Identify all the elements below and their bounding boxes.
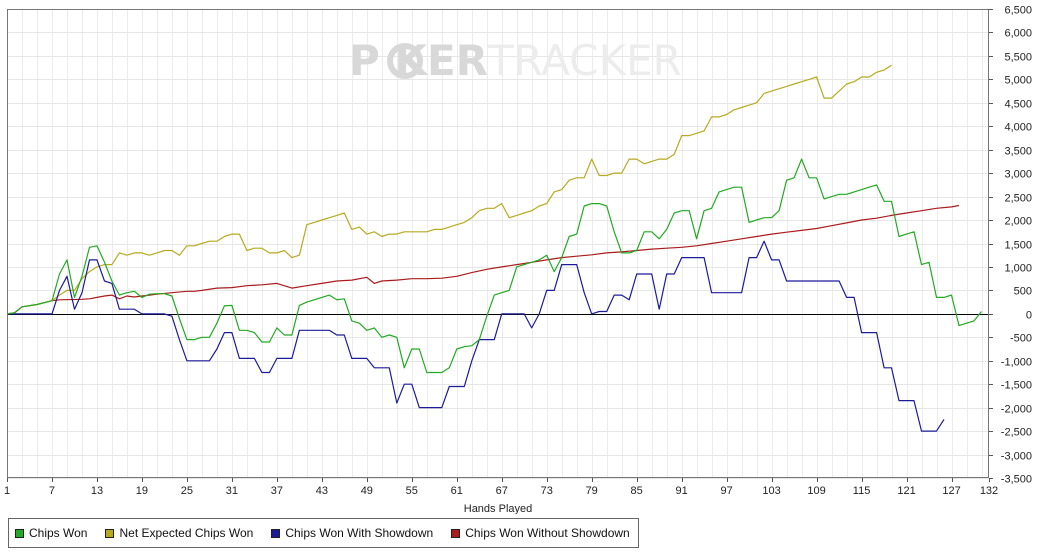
watermark-prefix: P <box>349 36 380 85</box>
legend-label: Chips Won Without Showdown <box>465 526 630 540</box>
legend-label: Net Expected Chips Won <box>119 526 254 540</box>
x-tick-label: 67 <box>496 485 508 497</box>
x-tick-label: 97 <box>721 485 733 497</box>
y-tick-label: 6,000 <box>1004 28 1032 40</box>
legend-swatch <box>15 528 24 538</box>
x-tick-label: 55 <box>406 485 418 497</box>
x-tick-label: 19 <box>136 485 148 497</box>
y-tick-label: 2,500 <box>1004 193 1032 205</box>
x-tick-label: 127 <box>942 485 960 497</box>
x-axis-ticks: 1 7 13 19 25 31 37 43 49 55 61 67 73 79 85 91 97 103 109 11… <box>4 478 998 497</box>
y-tick-label: -1,500 <box>1001 380 1032 392</box>
x-tick-label: 132 <box>980 485 998 497</box>
x-tick-label: 61 <box>451 485 463 497</box>
y-tick-label: 6,500 <box>1004 5 1032 17</box>
x-tick-label: 103 <box>762 485 780 497</box>
x-tick-label: 79 <box>586 485 598 497</box>
series-lines <box>6 64 982 432</box>
y-tick-label: 3,000 <box>1004 169 1032 181</box>
y-tick-label: 3,500 <box>1004 146 1032 158</box>
x-tick-label: 115 <box>853 485 871 497</box>
series-line-chips-won <box>6 158 982 374</box>
y-tick-label: -2,500 <box>1001 427 1032 439</box>
legend-item[interactable]: Chips Won Without Showdown <box>451 526 630 540</box>
series-line-chips-won-without-showdown <box>6 204 960 315</box>
legend-item[interactable]: Chips Won With Showdown <box>271 526 433 540</box>
y-tick-label: -500 <box>1010 333 1032 345</box>
y-tick-label: 5,500 <box>1004 52 1032 64</box>
legend-label: Chips Won <box>29 526 88 540</box>
y-tick-label: 1,500 <box>1004 240 1032 252</box>
x-tick-label: 31 <box>226 485 238 497</box>
x-tick-label: 43 <box>316 485 328 497</box>
y-tick-label: -2,000 <box>1001 404 1032 416</box>
x-tick-label: 121 <box>897 485 915 497</box>
plot-area-border <box>7 9 989 478</box>
watermark-logo: P KERTRACKER <box>349 36 682 85</box>
legend-label: Chips Won With Showdown <box>285 526 434 540</box>
legend-swatch <box>105 528 115 538</box>
x-tick-label: 85 <box>631 485 643 497</box>
legend-swatch <box>271 528 281 538</box>
y-axis-ticks: 6,500 6,000 5,500 5,000 4,500 4,000 3,500 3,000… <box>989 5 1032 486</box>
watermark-chip-icon <box>387 43 423 79</box>
x-tick-label: 1 <box>4 485 10 497</box>
y-tick-label: 2,000 <box>1004 216 1032 228</box>
x-axis-title: Hands Played <box>464 503 533 514</box>
legend-swatch <box>451 528 461 538</box>
y-tick-label: 5,000 <box>1004 75 1032 87</box>
horizontal-gridlines <box>7 9 989 479</box>
watermark-suffix: TRACKER <box>487 36 682 85</box>
y-tick-label: 4,000 <box>1004 122 1032 134</box>
vertical-gridlines <box>7 9 983 478</box>
x-tick-label: 109 <box>807 485 825 497</box>
legend-item[interactable]: Chips Won <box>15 526 87 540</box>
y-tick-label: 0 <box>1026 310 1032 322</box>
x-tick-label: 49 <box>361 485 373 497</box>
y-tick-label: -3,000 <box>1001 451 1032 463</box>
legend-item[interactable]: Net Expected Chips Won <box>105 526 253 540</box>
x-tick-label: 25 <box>181 485 193 497</box>
x-tick-label: 13 <box>91 485 103 497</box>
y-tick-label: 1,000 <box>1004 263 1032 275</box>
series-line-chips-won-with-showdown <box>7 240 945 432</box>
y-tick-label: -3,500 <box>1001 474 1032 486</box>
y-tick-label: 4,500 <box>1004 99 1032 111</box>
series-line-net-expected-chips-won <box>6 64 892 315</box>
legend: Chips Won Net Expected Chips Won Chips Won… <box>8 518 639 548</box>
chart-svg: P KERTRACKER 6,500 6,000 5,500 5,000 4,500 4,… <box>4 5 1032 515</box>
x-tick-label: 73 <box>541 485 553 497</box>
y-tick-label: -1,000 <box>1001 357 1032 369</box>
x-tick-label: 91 <box>676 485 688 497</box>
x-tick-label: 37 <box>271 485 283 497</box>
plot-area-background <box>7 9 989 478</box>
y-tick-label: 500 <box>1014 286 1032 298</box>
x-tick-label: 7 <box>49 485 55 497</box>
